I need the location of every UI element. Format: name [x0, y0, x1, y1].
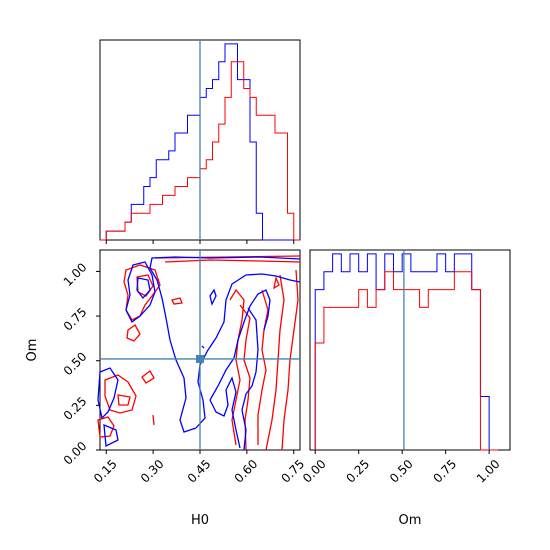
truth-point-marker	[196, 354, 204, 363]
red-contour	[164, 259, 301, 263]
blue-contour	[209, 289, 271, 401]
red-contour	[152, 414, 155, 426]
red-contour	[104, 374, 137, 414]
h0-histogram-step-line	[100, 61, 300, 241]
red-contour	[265, 274, 285, 451]
h0-histogram-panel	[99, 39, 301, 244]
red-contour	[239, 304, 251, 451]
om-histogram-step-line	[314, 271, 498, 451]
red-contour	[257, 289, 269, 445]
om-axis-label: Om	[399, 513, 422, 528]
om-histogram-step-line	[314, 253, 498, 451]
blue-contour	[149, 267, 197, 433]
red-contour	[97, 416, 115, 438]
red-contour	[273, 275, 280, 290]
blue-contour-series	[97, 256, 301, 451]
blue-contour	[209, 288, 217, 306]
blue-contour	[149, 256, 301, 269]
red-contour	[123, 264, 161, 321]
blue-contour	[136, 277, 151, 300]
blue-contour	[195, 273, 301, 429]
om-axis-label: Om	[25, 339, 40, 362]
blue-contour	[209, 376, 241, 449]
red-contour	[281, 269, 299, 451]
blue-contour	[201, 345, 205, 349]
blue-contour	[103, 423, 119, 448]
red-contour	[171, 297, 183, 305]
blue-contour	[125, 261, 156, 323]
red-contour	[126, 324, 141, 342]
red-contour	[117, 394, 131, 406]
red-contour	[141, 370, 155, 384]
red-contour	[229, 288, 245, 446]
blue-contour	[97, 367, 119, 420]
h0-axis-label: H0	[191, 513, 209, 528]
blue-contour	[241, 307, 259, 451]
